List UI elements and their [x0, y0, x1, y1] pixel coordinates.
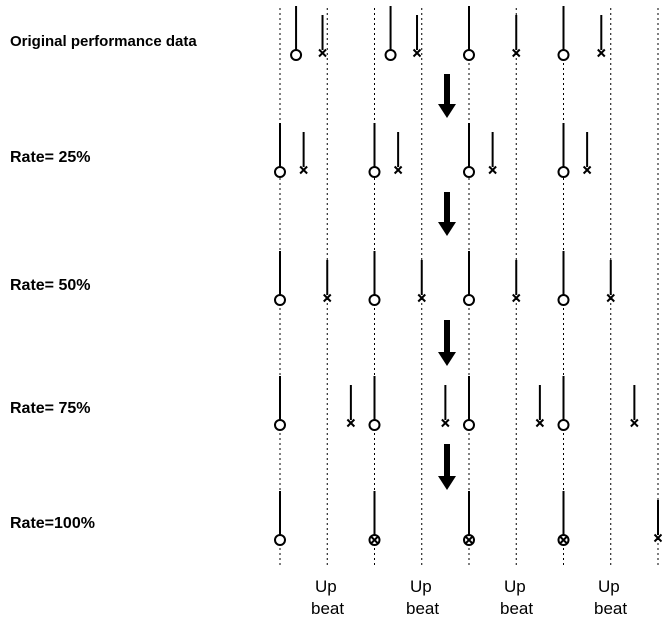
- upbeat-note-cross: [393, 165, 403, 175]
- arrow-down-icon: [438, 476, 456, 490]
- row-label-rate-75: Rate= 75%: [10, 400, 91, 417]
- row-label-rate-100: Rate=100%: [10, 515, 95, 532]
- row-label-rate-25: Rate= 25%: [10, 149, 91, 166]
- upbeat-note-cross: [559, 535, 568, 545]
- downbeat-note-circle: [463, 166, 475, 178]
- downbeat-note-circle: [368, 166, 381, 178]
- upbeat-label-2: Up: [410, 577, 432, 596]
- upbeat-note-cross: [318, 48, 327, 58]
- downbeat-note-circle: [274, 166, 286, 178]
- note-row: [274, 376, 639, 431]
- upbeat-note-cross: [606, 293, 615, 303]
- upbeat-note-cross: [535, 418, 545, 428]
- arrow-down-icon: [438, 104, 456, 118]
- downbeat-note-circle: [384, 49, 397, 61]
- downbeat-note-circle: [368, 294, 381, 306]
- downbeat-note-circle: [290, 49, 303, 61]
- upbeat-note-cross: [299, 165, 308, 175]
- upbeat-note-cross: [488, 165, 497, 175]
- note-row: [290, 6, 606, 61]
- downbeat-note-circle: [274, 419, 286, 431]
- upbeat-note-cross: [597, 48, 606, 58]
- upbeat-label-4: Up: [598, 577, 620, 596]
- downbeat-note-circle: [463, 294, 475, 306]
- upbeat-note-cross: [370, 535, 379, 545]
- note-row: [274, 491, 662, 546]
- arrow-down-icon: [438, 222, 456, 236]
- upbeat-note-cross: [346, 418, 356, 428]
- upbeat-label-1-beat: beat: [311, 599, 344, 618]
- downbeat-note-circle: [557, 166, 570, 178]
- downbeat-note-circle: [557, 49, 570, 61]
- upbeat-label-3: Up: [504, 577, 526, 596]
- downbeat-note-circle: [557, 419, 570, 431]
- downbeat-note-circle: [463, 419, 475, 431]
- upbeat-label-3-beat: beat: [500, 599, 533, 618]
- upbeat-note-cross: [412, 48, 422, 58]
- note-rows: [274, 6, 662, 546]
- downbeat-note-circle: [368, 419, 381, 431]
- upbeat-label-1: Up: [315, 577, 337, 596]
- downbeat-note-circle: [557, 294, 570, 306]
- upbeat-note-cross: [441, 418, 450, 428]
- downbeat-note-circle: [274, 294, 286, 306]
- row-label-rate-50: Rate= 50%: [10, 277, 91, 294]
- arrow-down-icon: [438, 352, 456, 366]
- upbeat-note-cross: [653, 533, 662, 543]
- upbeat-note-cross: [512, 48, 521, 58]
- note-row: [274, 251, 615, 306]
- upbeat-note-cross: [464, 535, 474, 545]
- row-label-original: Original performance data: [10, 33, 197, 50]
- upbeat-note-cross: [512, 293, 521, 303]
- arrow-group: [438, 74, 456, 490]
- upbeat-label-4-beat: beat: [594, 599, 627, 618]
- upbeat-label-2-beat: beat: [406, 599, 439, 618]
- note-row: [274, 123, 592, 178]
- downbeat-note-circle: [463, 49, 475, 61]
- upbeat-note-cross: [417, 293, 426, 303]
- upbeat-note-cross: [323, 293, 332, 303]
- upbeat-note-cross: [582, 165, 592, 175]
- upbeat-note-cross: [630, 418, 639, 428]
- downbeat-note-circle: [274, 534, 286, 546]
